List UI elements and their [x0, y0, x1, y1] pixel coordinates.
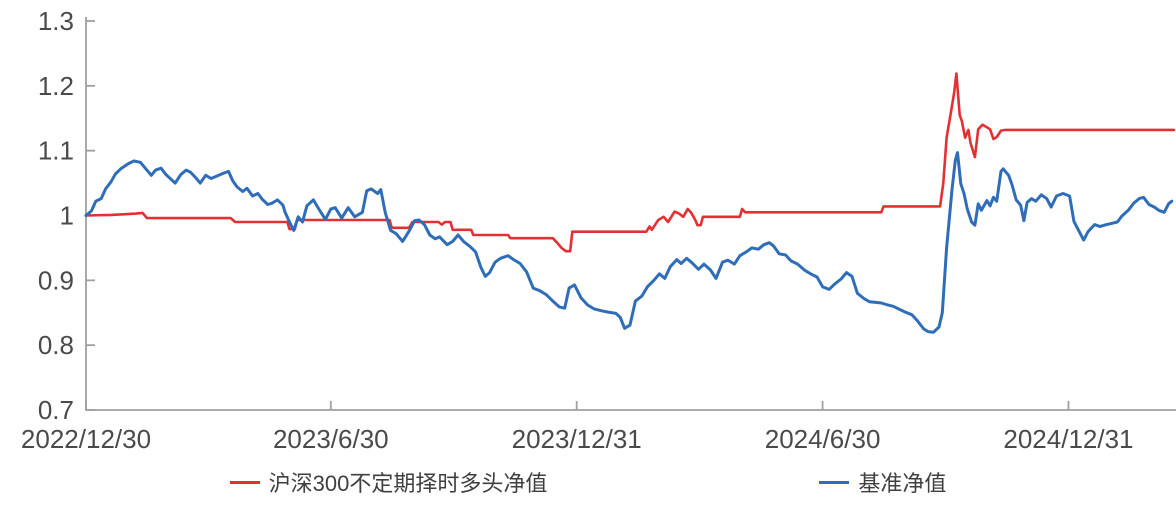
x-axis-tick-label: 2023/6/30	[273, 424, 389, 454]
legend-label-strategy: 沪深300不定期择时多头净值	[268, 471, 548, 496]
y-axis-tick-label: 1.1	[38, 136, 74, 166]
x-axis-tick-label: 2023/12/31	[512, 424, 642, 454]
chart-legend: 沪深300不定期择时多头净值 基准净值	[0, 466, 1176, 498]
legend-item-benchmark: 基准净值	[819, 466, 946, 498]
y-axis-tick-label: 1.2	[38, 71, 74, 101]
y-axis-tick-label: 0.9	[38, 265, 74, 295]
y-axis-tick-label: 1.3	[38, 6, 74, 36]
benchmark-series-line	[84, 151, 1174, 334]
x-axis-tick-label: 2024/12/31	[1003, 424, 1133, 454]
x-axis-tick-label: 2022/12/30	[21, 424, 151, 454]
y-axis-tick-label: 0.8	[38, 330, 74, 360]
strategy-line-swatch-icon	[229, 480, 260, 484]
x-axis-tick-label: 2024/6/30	[765, 424, 881, 454]
legend-label-benchmark: 基准净值	[858, 471, 947, 496]
strategy-series-line	[84, 72, 1176, 253]
axis-lines	[85, 17, 1176, 411]
y-axis-tick-label: 0.7	[38, 395, 74, 425]
benchmark-line-swatch-icon	[819, 480, 850, 484]
legend-item-strategy: 沪深300不定期择时多头净值	[229, 466, 548, 498]
y-axis-tick-label: 1	[60, 201, 74, 231]
